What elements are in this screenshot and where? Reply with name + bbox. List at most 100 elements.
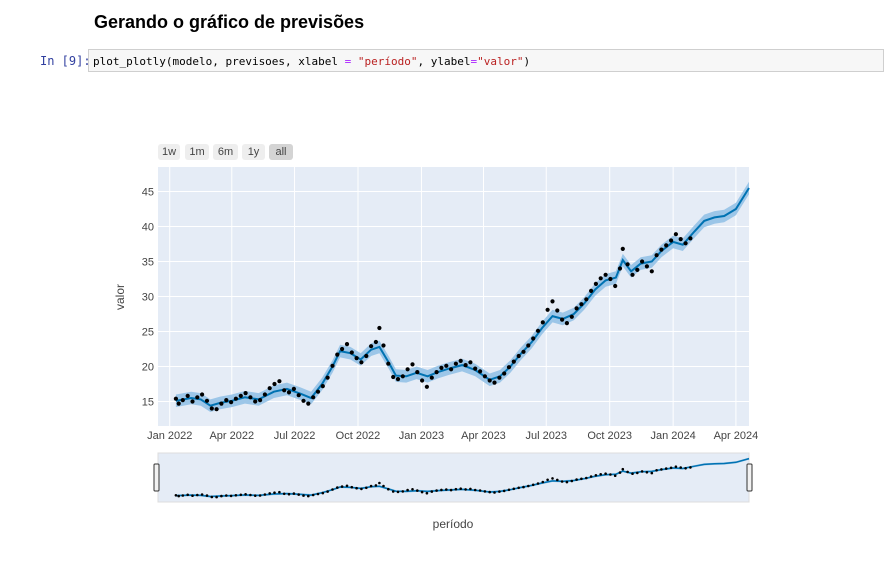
x-tick-label: Jan 2023	[399, 430, 444, 442]
rangeslider-point	[311, 493, 315, 497]
observed-point	[176, 401, 181, 406]
observed-point	[248, 395, 253, 400]
rangeslider-point	[655, 469, 658, 472]
rangeslider-point	[196, 493, 199, 497]
rangeslider-point	[220, 494, 223, 498]
rangeslider-point	[181, 494, 185, 497]
observed-point	[608, 276, 613, 282]
rangeslider-point	[599, 473, 602, 476]
rangeslider-point	[430, 490, 434, 493]
range-button-1y[interactable]: 1y	[242, 144, 265, 160]
observed-point	[286, 390, 292, 395]
rangeslider-point	[374, 484, 378, 487]
range-button-all[interactable]: all	[269, 144, 293, 160]
observed-point	[267, 386, 272, 391]
observed-point	[272, 381, 277, 387]
rangeslider-point	[420, 490, 424, 494]
rangeslider-point	[621, 467, 625, 471]
observed-point	[369, 344, 374, 349]
observed-point	[654, 253, 659, 258]
rangeslider-point	[340, 485, 344, 488]
rangeslider-point	[560, 480, 564, 483]
rangeslider-point	[326, 490, 329, 493]
rangeslider-point	[565, 480, 569, 484]
observed-point	[664, 243, 669, 248]
y-tick-label: 40	[142, 222, 154, 234]
observed-point	[526, 343, 531, 348]
rangeslider-point	[679, 466, 682, 469]
observed-point	[381, 343, 386, 348]
observed-point	[574, 306, 579, 311]
rangeslider-point	[416, 489, 419, 492]
observed-point	[603, 272, 608, 277]
rangeslider-point	[664, 467, 668, 470]
code-string: "período"	[351, 55, 418, 68]
x-axis-ticks: Jan 2022 Apr 2022 Jul 2022 Oct 2022 Jan 2023…	[147, 430, 758, 442]
rangeslider-point	[406, 488, 409, 492]
observed-point	[238, 393, 243, 398]
observed-point	[673, 232, 679, 237]
observed-point	[560, 317, 565, 322]
code-string: "valor"	[477, 55, 524, 68]
rangeslider-point	[626, 470, 629, 474]
observed-point	[492, 380, 497, 385]
observed-point	[344, 342, 350, 347]
rangeslider-point	[640, 470, 644, 473]
rangeslider-point	[186, 493, 189, 497]
rangeslider-point	[575, 478, 578, 481]
x-tick-label: Apr 2023	[461, 430, 506, 442]
rangeslider-point	[541, 480, 545, 484]
cell-prompt: In [9]:	[40, 54, 91, 68]
observed-point	[555, 308, 560, 313]
range-button-1m[interactable]: 1m	[185, 144, 209, 160]
rangeslider-point	[396, 490, 400, 494]
rangeslider-point	[527, 484, 530, 488]
rangeslider-point	[589, 475, 593, 478]
observed-point	[644, 264, 650, 269]
code-text: plot_plotly(modelo, previsoes, xlabel	[93, 55, 345, 68]
observed-point	[209, 406, 214, 411]
observed-point	[400, 374, 405, 379]
observed-point	[468, 360, 473, 365]
observed-point	[214, 407, 219, 412]
rangeslider-point	[263, 493, 267, 496]
code-text: )	[523, 55, 531, 68]
rangeslider-point	[345, 484, 349, 488]
observed-point	[625, 262, 630, 267]
rangeslider-track[interactable]	[157, 452, 750, 503]
observed-point	[180, 398, 185, 403]
rangeslider-point	[234, 494, 238, 497]
rangeslider-point	[331, 488, 334, 491]
observed-point	[649, 269, 654, 274]
x-tick-label: Jul 2022	[274, 430, 316, 442]
observed-point	[315, 389, 321, 394]
rangeslider-point	[215, 495, 218, 499]
code-cell[interactable]: plot_plotly(modelo, previsoes, xlabel = …	[88, 49, 884, 72]
observed-point	[306, 401, 311, 406]
observed-point	[511, 359, 516, 364]
observed-point	[420, 378, 425, 383]
rangeslider-point	[411, 488, 414, 491]
observed-point	[630, 272, 635, 277]
range-button-1w[interactable]: 1w	[158, 144, 180, 160]
observed-point	[291, 386, 296, 391]
observed-point	[521, 349, 526, 354]
observed-point	[405, 367, 410, 372]
rangeslider-point	[469, 487, 472, 491]
observed-point	[640, 259, 645, 264]
rangeslider-handle-left[interactable]	[153, 463, 160, 492]
x-tick-label: Jan 2024	[651, 430, 696, 442]
rangeslider-point	[387, 487, 390, 491]
rangeslider-point	[365, 486, 368, 490]
range-button-6m[interactable]: 6m	[213, 144, 238, 160]
rangeslider-point	[287, 492, 291, 496]
observed-point	[579, 302, 584, 307]
observed-point	[516, 353, 521, 359]
observed-points	[173, 232, 693, 412]
rangeslider-point	[531, 483, 535, 487]
rangeslider-point	[316, 492, 320, 496]
observed-point	[502, 371, 507, 376]
rangeslider-point	[580, 477, 583, 481]
rangeslider-handle-right[interactable]	[746, 463, 753, 492]
